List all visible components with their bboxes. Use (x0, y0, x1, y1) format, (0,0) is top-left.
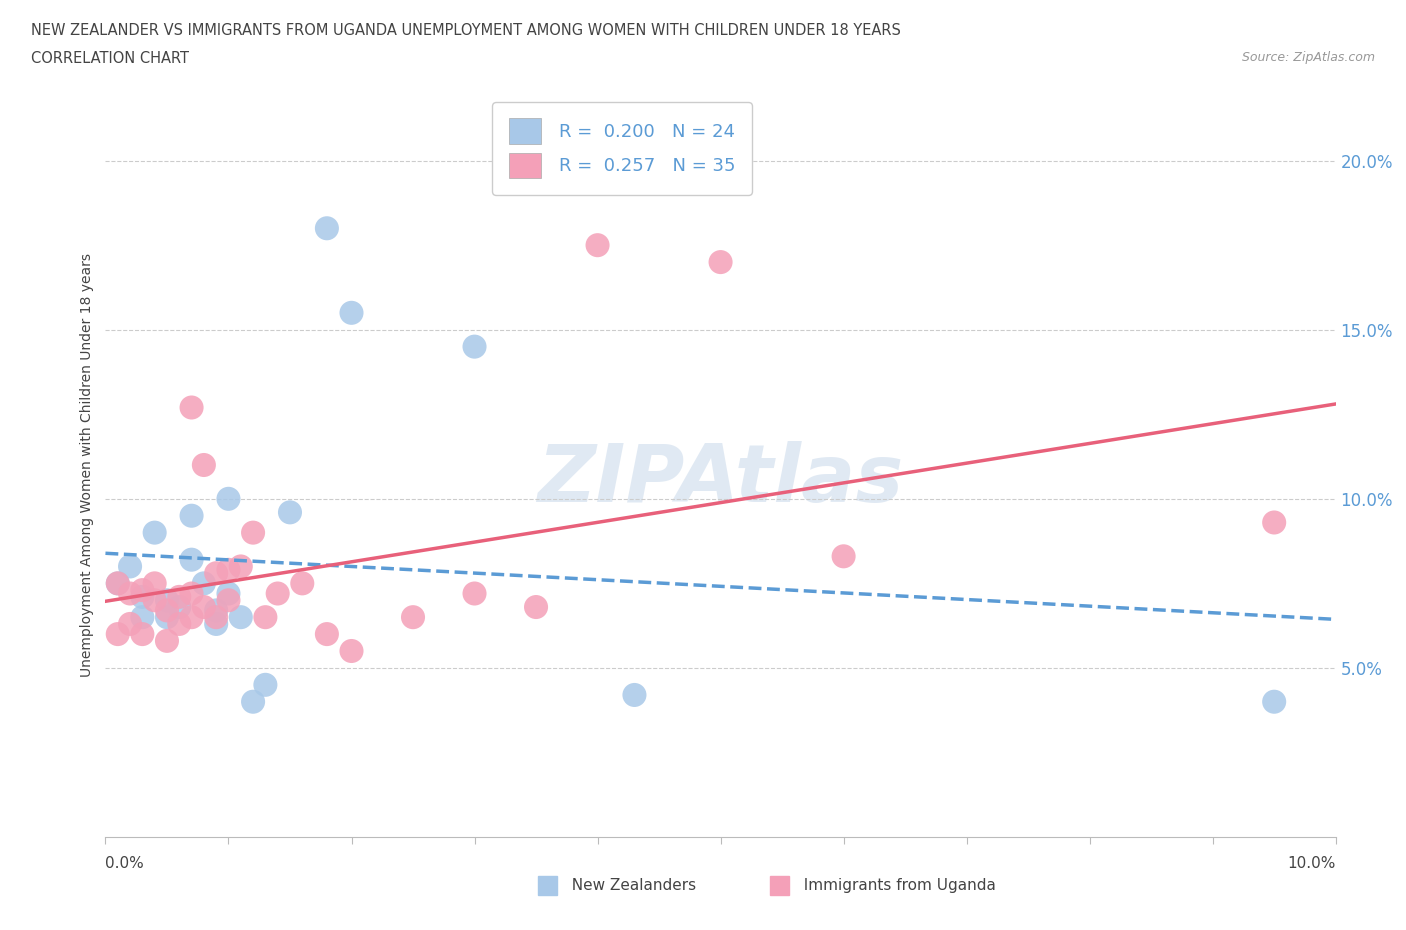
Text: Immigrants from Uganda: Immigrants from Uganda (794, 878, 997, 893)
Point (143, 525, 166, 540)
Point (107, 576, 129, 591)
Point (107, 627, 129, 642)
Point (156, 610, 179, 625)
Point (107, 576, 129, 591)
Point (180, 586, 202, 601)
Point (156, 592, 179, 607)
Point (193, 576, 215, 591)
Point (156, 633, 179, 648)
Point (169, 600, 191, 615)
Point (464, 586, 486, 601)
Point (205, 565, 228, 580)
Point (143, 576, 166, 591)
Point (586, 238, 609, 253)
Text: ZIPAtlas: ZIPAtlas (537, 441, 904, 519)
Text: NEW ZEALANDER VS IMMIGRANTS FROM UGANDA UNEMPLOYMENT AMONG WOMEN WITH CHILDREN U: NEW ZEALANDER VS IMMIGRANTS FROM UGANDA … (31, 23, 901, 38)
Point (832, 549, 855, 564)
Text: New Zealanders: New Zealanders (562, 878, 696, 893)
Point (1263, 515, 1285, 530)
Point (180, 610, 202, 625)
Point (242, 695, 264, 710)
Point (340, 644, 363, 658)
Point (242, 525, 264, 540)
Point (193, 600, 215, 615)
Point (131, 583, 153, 598)
Point (169, 590, 191, 604)
Y-axis label: Unemployment Among Women with Children Under 18 years: Unemployment Among Women with Children U… (80, 253, 94, 677)
Point (254, 677, 277, 692)
Point (143, 592, 166, 607)
Point (131, 627, 153, 642)
Point (131, 590, 153, 604)
Point (267, 586, 290, 601)
Point (710, 255, 733, 270)
Text: CORRELATION CHART: CORRELATION CHART (31, 51, 188, 66)
Point (156, 603, 179, 618)
Text: 10.0%: 10.0% (1288, 856, 1336, 870)
Point (205, 603, 228, 618)
Point (180, 400, 202, 415)
Point (524, 600, 547, 615)
Point (464, 339, 486, 354)
Point (218, 592, 240, 607)
Point (193, 458, 215, 472)
Point (315, 220, 337, 235)
Point (218, 586, 240, 601)
Point (180, 509, 202, 524)
Point (340, 305, 363, 320)
Point (120, 586, 141, 601)
Point (205, 617, 228, 631)
Point (180, 552, 202, 567)
Text: Source: ZipAtlas.com: Source: ZipAtlas.com (1241, 51, 1375, 64)
Point (218, 563, 240, 578)
Point (120, 559, 141, 574)
Point (131, 610, 153, 625)
Point (120, 617, 141, 631)
Point (229, 559, 252, 574)
Point (291, 576, 314, 591)
Point (278, 505, 301, 520)
Point (218, 491, 240, 506)
Point (169, 617, 191, 631)
Point (623, 687, 645, 702)
Point (1263, 695, 1285, 710)
Point (315, 627, 337, 642)
Point (254, 610, 277, 625)
Point (402, 610, 425, 625)
Point (205, 610, 228, 625)
Text: 0.0%: 0.0% (105, 856, 145, 870)
Legend: R =  0.200   N = 24, R =  0.257   N = 35: R = 0.200 N = 24, R = 0.257 N = 35 (492, 102, 752, 194)
Point (229, 610, 252, 625)
